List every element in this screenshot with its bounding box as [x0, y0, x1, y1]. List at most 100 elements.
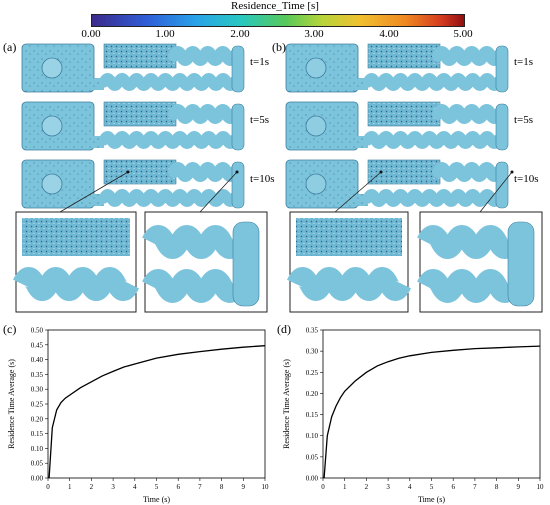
pointer-line	[334, 171, 382, 213]
series-line	[48, 345, 266, 479]
inset-wavy-channel	[12, 267, 140, 301]
time-label-a-5: t=5s	[250, 114, 270, 126]
panel-label-c: (c)	[3, 322, 17, 336]
y-tick-label: 0.50	[31, 327, 44, 335]
inset-straight-channel	[296, 218, 402, 256]
inset-wavy-lower	[417, 269, 521, 303]
end-bend	[231, 103, 245, 151]
pillar	[305, 173, 327, 195]
chart-c: 0 1 2 3 4 5 6 7 8 9 10 0.00 0.05 0.10 0.15 0.20 0.25 0.30…	[7, 327, 270, 505]
x-tick-label: 2	[90, 483, 94, 491]
y-tick-label: 0.35	[306, 327, 319, 335]
pointer-dot	[126, 170, 130, 174]
x-axis-label: Time (s)	[418, 495, 445, 504]
time-label-b-5: t=5s	[514, 114, 534, 126]
x-tick-label: 6	[176, 483, 180, 491]
x-tick-label: 9	[517, 483, 521, 491]
series-line	[323, 345, 541, 479]
straight-channel	[103, 43, 177, 69]
insets-group	[12, 170, 543, 313]
straight-channel	[103, 159, 177, 185]
straight-channel	[367, 43, 441, 69]
channel-simulation-figure	[12, 43, 543, 313]
pointer-line	[59, 171, 129, 213]
straight-channel	[367, 159, 441, 185]
x-tick-label: 5	[155, 483, 159, 491]
y-axis-label: Residence Time Average (s)	[282, 359, 291, 449]
y-tick-label: 0.25	[306, 369, 319, 377]
y-tick-label: 0.10	[31, 445, 44, 453]
plot-frame	[47, 329, 266, 479]
pointer-dot	[510, 170, 514, 174]
x-tick-label: 4	[408, 483, 412, 491]
time-label-b-10: t=10s	[514, 173, 539, 185]
wavy-channel-upper	[168, 46, 240, 66]
x-tick-label: 0	[46, 483, 50, 491]
end-bend	[495, 103, 509, 151]
x-tick-label: 3	[111, 483, 115, 491]
x-tick-label: 6	[451, 483, 455, 491]
channel-group-b	[285, 43, 509, 209]
pointer-line	[479, 171, 513, 213]
y-tick-label: 0.00	[306, 475, 319, 483]
pillar	[305, 115, 327, 137]
colorbar-tick: 3.00	[304, 28, 324, 40]
panel-label-d: (d)	[277, 322, 291, 336]
time-label-b-1: t=1s	[514, 56, 534, 68]
x-tick-label: 7	[198, 483, 202, 491]
end-bend	[231, 45, 245, 93]
x-tick-label: 10	[262, 483, 270, 491]
y-tick-label: 0.05	[306, 453, 319, 461]
y-tick-label: 0.20	[31, 415, 44, 423]
y-tick-label: 0.30	[31, 386, 44, 394]
y-tick-label: 0.35	[31, 371, 44, 379]
straight-channel	[367, 101, 441, 127]
colorbar-tick: 1.00	[155, 28, 175, 40]
x-tick-label: 2	[365, 483, 369, 491]
y-tick-label: 0.25	[31, 401, 44, 409]
wavy-channel-lower	[98, 131, 240, 149]
wavy-channel-upper	[432, 104, 504, 124]
colorbar-title: Residence_Time [s]	[231, 0, 319, 12]
colorbar-tick: 0.00	[81, 28, 101, 40]
time-label-a-10: t=10s	[250, 173, 275, 185]
pointer-line	[199, 171, 238, 213]
pillar	[305, 57, 327, 79]
panel-label-a: (a)	[3, 40, 17, 54]
pointer-dot	[379, 170, 383, 174]
end-bend	[231, 161, 245, 209]
x-tick-label: 8	[495, 483, 499, 491]
pillar	[41, 173, 63, 195]
wavy-channel-lower	[362, 73, 504, 91]
wavy-channel-upper	[432, 46, 504, 66]
x-tick-label: 5	[430, 483, 434, 491]
inset-wavy-lower	[142, 269, 246, 303]
pointer-dot	[235, 170, 239, 174]
pillar	[41, 57, 63, 79]
wavy-channel-upper	[168, 162, 240, 182]
wavy-channel-lower	[362, 131, 504, 149]
pillar	[41, 115, 63, 137]
colorbar-tick: 5.00	[453, 28, 473, 40]
x-tick-label: 0	[321, 483, 325, 491]
x-tick-label: 3	[386, 483, 390, 491]
inset-wavy-upper	[142, 225, 246, 259]
colorbar-tick: 2.00	[230, 28, 250, 40]
y-tick-label: 0.00	[31, 475, 44, 483]
y-tick-label: 0.10	[306, 432, 319, 440]
inset-wavy-upper	[417, 225, 521, 259]
panel-label-b: (b)	[272, 40, 286, 54]
y-tick-label: 0.30	[306, 348, 319, 356]
wavy-channel-lower	[98, 73, 240, 91]
y-tick-label: 0.15	[31, 430, 44, 438]
y-axis-label: Residence Time Average (s)	[7, 359, 16, 449]
colorbar	[91, 14, 465, 27]
x-tick-label: 8	[220, 483, 224, 491]
inset-straight-channel	[22, 218, 130, 256]
x-tick-label: 1	[68, 483, 72, 491]
x-tick-label: 4	[133, 483, 137, 491]
x-tick-label: 10	[537, 483, 545, 491]
colorbar-tick: 4.00	[379, 28, 399, 40]
x-axis-label: Time (s)	[143, 495, 170, 504]
time-label-a-1: t=1s	[250, 56, 270, 68]
